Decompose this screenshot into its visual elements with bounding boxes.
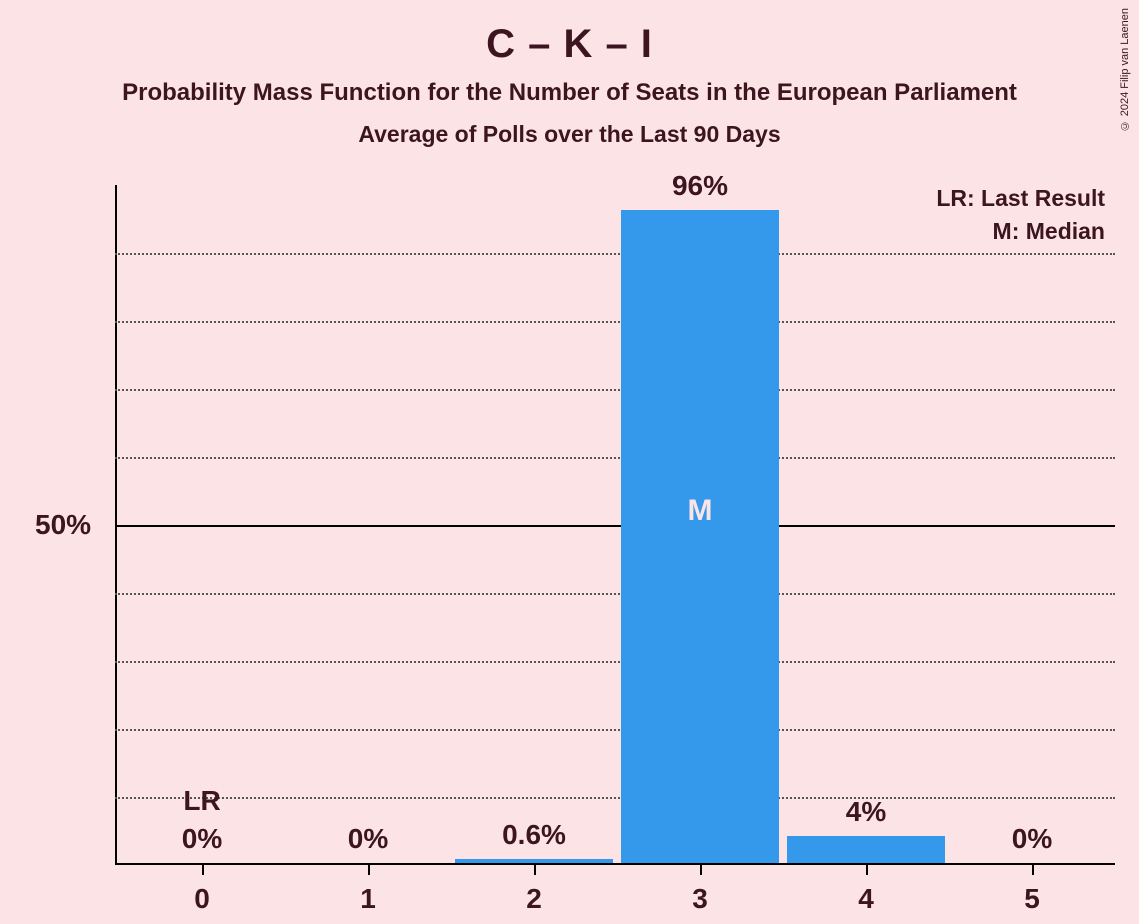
bar-3	[621, 210, 779, 863]
gridline-60	[115, 457, 1115, 459]
gridline-20	[115, 729, 1115, 731]
gridline-10	[115, 797, 1115, 799]
lr-marker: LR	[183, 785, 220, 817]
copyright-text: © 2024 Filip van Laenen	[1119, 8, 1131, 131]
gridline-70	[115, 389, 1115, 391]
x-tick-1	[368, 865, 370, 875]
bar-4	[787, 836, 945, 863]
bar-value-label-0: 0%	[182, 823, 222, 855]
gridline-90	[115, 253, 1115, 255]
x-label-3: 3	[692, 883, 708, 915]
x-tick-2	[534, 865, 536, 875]
chart-title: C – K – I	[0, 0, 1139, 67]
bar-value-label-1: 0%	[348, 823, 388, 855]
legend-lr: LR: Last Result	[936, 185, 1105, 212]
x-label-0: 0	[194, 883, 210, 915]
x-tick-0	[202, 865, 204, 875]
bar-value-label-5: 0%	[1012, 823, 1052, 855]
bar-value-label-2: 0.6%	[502, 819, 566, 851]
chart-legend: LR: Last Result M: Median	[936, 185, 1105, 251]
y-axis-label-50: 50%	[35, 509, 91, 541]
chart-plot-area: 50% 0%LR0%0.6%96%M4%0% 012345 LR: Last R…	[115, 185, 1115, 865]
x-tick-5	[1032, 865, 1034, 875]
x-tick-4	[866, 865, 868, 875]
median-marker: M	[688, 494, 713, 528]
legend-m: M: Median	[936, 218, 1105, 245]
x-tick-3	[700, 865, 702, 875]
x-label-5: 5	[1024, 883, 1040, 915]
gridline-30	[115, 661, 1115, 663]
bar-2	[455, 859, 613, 863]
bar-value-label-4: 4%	[846, 796, 886, 828]
gridline-80	[115, 321, 1115, 323]
chart-subtitle: Probability Mass Function for the Number…	[0, 79, 1139, 107]
x-axis	[115, 863, 1115, 865]
x-label-2: 2	[526, 883, 542, 915]
bar-value-label-3: 96%	[672, 170, 728, 202]
gridline-40	[115, 593, 1115, 595]
chart-subtitle2: Average of Polls over the Last 90 Days	[0, 121, 1139, 148]
gridline-50	[115, 525, 1115, 527]
x-label-1: 1	[360, 883, 376, 915]
x-label-4: 4	[858, 883, 874, 915]
